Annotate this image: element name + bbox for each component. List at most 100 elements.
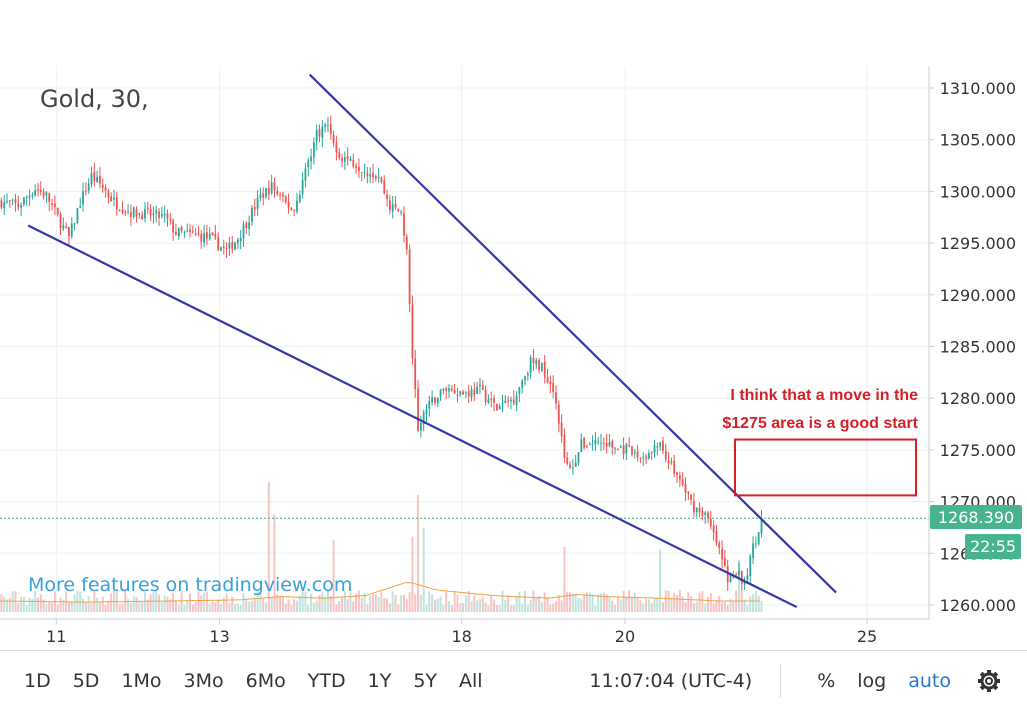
candle-body [417,388,419,431]
volume-bar [650,603,653,612]
percent-scale-button[interactable]: % [817,670,836,692]
candle-body [99,175,101,184]
volume-bar [459,602,462,612]
range-6mo-button[interactable]: 6Mo [245,670,286,692]
trendline[interactable] [27,224,798,609]
candle-body [293,210,296,212]
range-5y-button[interactable]: 5Y [413,670,438,692]
volume-bar [321,592,324,612]
candle-body [380,178,383,182]
volume-bar [39,594,42,612]
candle-body [220,247,222,251]
x-tick-label: 20 [615,627,635,646]
volume-bar [554,601,557,612]
volume-bar [366,604,369,612]
candle-body [11,199,14,201]
candle-body [645,456,647,459]
volume-bar [82,598,85,612]
candle-body [526,373,529,376]
candle-body [296,200,298,212]
volume-bar [84,601,87,612]
volume-bar [538,595,541,612]
volume-bar [352,601,355,612]
chart-area[interactable]: I think that a move in the $1275 area is… [0,0,1027,650]
volume-bar [281,596,284,612]
candle-body [284,196,287,203]
price-axis[interactable]: 1310.000 1305.000 1300.000 1295.000 1290.000… [929,79,1016,615]
log-scale-button[interactable]: log [857,670,887,692]
volume-bar [715,599,718,612]
target-area-box[interactable] [734,438,917,497]
volume-bar [276,594,279,612]
candle-body [304,168,307,181]
range-all-button[interactable]: All [459,670,483,692]
timezone-clock[interactable]: 11:07:04 (UTC-4) [589,670,753,692]
volume-bar [287,599,290,612]
volume-bar [732,600,735,612]
candle-body [735,574,738,576]
candle-body [647,453,650,459]
volume-bar [625,597,628,612]
trendline[interactable] [308,73,837,594]
volume-bar [681,596,684,612]
auto-scale-button[interactable]: auto [908,670,951,692]
candle-body [442,388,445,391]
candle-body [400,211,403,213]
trendlines[interactable] [27,73,837,609]
candlestick-series [0,115,763,591]
volume-bar [127,599,130,612]
time-axis[interactable]: 11 13 18 20 25 [46,619,877,646]
candle-body [203,233,205,243]
volume-bar [17,603,20,612]
candle-body [664,450,667,460]
candle-body [68,226,70,237]
candle-body [183,231,186,233]
candle-body [206,232,208,239]
candle-body [388,200,391,211]
volume-bar [152,592,155,612]
range-1mo-button[interactable]: 1Mo [121,670,162,692]
gear-icon[interactable] [977,669,1001,693]
volume-bar [118,604,121,612]
candle-body [391,204,394,212]
volume-bar [487,605,490,612]
candle-body [394,203,397,208]
candle-body [180,227,183,232]
volume-bar [453,590,456,612]
volume-bar [8,598,11,612]
candle-body [144,208,146,219]
volume-bar [729,598,732,612]
y-tick-label: 1275.000 [940,441,1016,460]
candle-body [557,404,560,424]
candle-body [583,437,586,448]
candle-body [414,358,417,390]
candle-body [372,173,374,178]
range-ytd-button[interactable]: YTD [307,670,346,692]
volume-bar [721,602,724,612]
candle-body [532,357,535,364]
candle-body [563,435,566,459]
range-1d-button[interactable]: 1D [24,670,51,692]
candle-body [265,188,267,197]
candle-body [600,442,602,444]
volume-bar [411,536,414,612]
candle-body [453,389,456,394]
volume-bar [22,596,25,612]
watermark-text[interactable]: More features on tradingview.com [28,574,352,596]
volume-bar [563,547,566,612]
range-5d-button[interactable]: 5D [72,670,100,692]
candle-body [327,124,329,126]
candle-body [631,446,633,455]
volume-bar [6,599,9,612]
volume-bar [197,591,200,612]
volume-bar [726,605,729,612]
volume-bar [174,600,177,612]
volume-bar [630,597,633,612]
volume-bar [360,598,363,612]
range-1y-button[interactable]: 1Y [367,670,392,692]
volume-bar [225,593,228,612]
range-3mo-button[interactable]: 3Mo [183,670,224,692]
volume-bar [318,594,321,612]
chart-grid [0,66,929,619]
candle-body [141,214,144,220]
